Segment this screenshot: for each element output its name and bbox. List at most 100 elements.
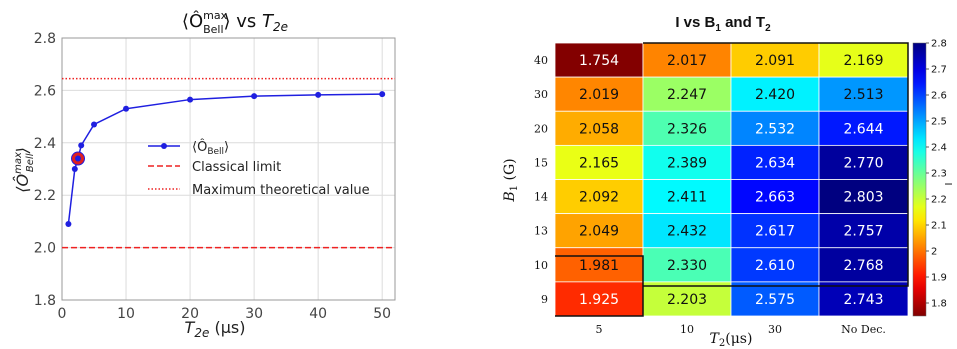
- y-tick-label: 2.4: [34, 136, 56, 152]
- reference-lines: [62, 77, 395, 249]
- heatmap-y-tick-label: 15: [534, 156, 548, 169]
- heatmap-cell-value: 2.247: [667, 87, 707, 103]
- heatmap-y-tick-label: 14: [534, 191, 548, 204]
- colorbar-tick-label: 2.3: [931, 169, 947, 180]
- heatmap-cell-value: 2.389: [667, 155, 707, 171]
- series-point: [75, 155, 82, 162]
- x-tick-label: 0: [58, 306, 67, 322]
- heatmap-cell-value: 1.981: [579, 258, 619, 274]
- heatmap-cell-value: 2.091: [755, 53, 795, 69]
- heatmap-cell-value: 2.058: [579, 121, 619, 137]
- colorbar-ticks: 2.8 2.7 2.6 2.5 2.4 2.3 2.2 2.1 2 1.9 1.8: [926, 39, 947, 310]
- heatmap-cell: [818, 42, 909, 78]
- series-point: [187, 96, 194, 103]
- heatmap-cell: [642, 76, 732, 112]
- line-chart-x-label: T2e (μs): [185, 318, 246, 340]
- colorbar: [912, 42, 927, 317]
- heatmap-cell-value: 2.049: [579, 224, 619, 240]
- line-chart-legend: ⟨ÔBell⟩ Classical limit Maximum theoreti…: [148, 139, 370, 198]
- colorbar-tick-label: 2.7: [931, 65, 947, 76]
- x-tick-label: 50: [373, 306, 391, 322]
- heatmap-cell: [554, 42, 644, 78]
- heatmap-ticks: 40 30 20 15 14 13 10 9 5 10 30 No Dec.: [534, 54, 886, 336]
- legend-series-marker: [161, 143, 167, 149]
- heatmap-cell-value: 2.617: [755, 224, 795, 240]
- line-chart: 0 10 20 30 40 50 1.8 2.0 2.2 2.4 2.6 2.8 ⟨Ômax Bell⟩…: [13, 9, 396, 340]
- series-point: [251, 93, 258, 100]
- colorbar-tick-label: 2: [931, 247, 937, 258]
- heatmap-cell-value: 2.019: [579, 87, 619, 103]
- series-point: [65, 221, 72, 228]
- heatmap-cell: [642, 281, 732, 317]
- y-tick-label: 2.0: [34, 241, 56, 257]
- heatmap-cell-value: 2.575: [755, 292, 795, 308]
- heatmap-cell: [642, 144, 732, 180]
- heatmap-cell-value: 1.925: [579, 292, 619, 308]
- heatmap-cell: [730, 110, 820, 146]
- colorbar-tick-label: 1.8: [931, 299, 947, 310]
- line-chart-title: ⟨Ômax Bell⟩ vs T2e: [182, 9, 288, 36]
- x-tick-label: 30: [245, 306, 263, 322]
- series-point: [315, 91, 322, 98]
- heatmap-cell-value: 2.644: [843, 121, 883, 137]
- heatmap-cell-value: 1.754: [579, 53, 619, 69]
- heatmap-y-tick-label: 10: [534, 259, 548, 272]
- heatmap-cell: [730, 281, 820, 317]
- line-chart-frame: [61, 37, 396, 301]
- colorbar-label: I: [944, 183, 955, 186]
- heatmap-cell: [818, 179, 909, 215]
- line-chart-y-label: ⟨ÔmaxBell⟩: [13, 147, 36, 192]
- series-point: [123, 105, 130, 112]
- x-tick-label: 40: [309, 306, 327, 322]
- heatmap-cells: 1.754 2.017 2.091 2.169 2.019 2.247 2.420 2.513…: [554, 42, 909, 317]
- series-point: [379, 91, 386, 98]
- series-point: [91, 121, 98, 128]
- series-point: [71, 166, 78, 172]
- colorbar-tick-label: 2.8: [931, 39, 947, 50]
- heatmap-group-border-2: [555, 255, 644, 317]
- heatmap-y-tick-label: 20: [534, 122, 548, 135]
- heatmap-cell: [642, 179, 732, 215]
- heatmap-cell-value: 2.017: [667, 53, 707, 69]
- heatmap-cell-value: 2.610: [755, 258, 795, 274]
- heatmap-cell: [730, 213, 820, 249]
- heatmap-cell-value: 2.420: [755, 87, 795, 103]
- heatmap-y-tick-label: 9: [541, 293, 548, 306]
- heatmap-cell-value: 2.092: [579, 190, 619, 206]
- colorbar-tick-label: 2.1: [931, 221, 947, 232]
- heatmap-x-tick-label: 5: [596, 323, 603, 336]
- heatmap-y-tick-label: 40: [534, 54, 548, 67]
- y-tick-label: 2.8: [34, 31, 56, 47]
- colorbar-tick-label: 2.5: [931, 117, 947, 128]
- heatmap-x-tick-label: 30: [768, 323, 782, 336]
- heatmap-cell-value: 2.432: [667, 224, 707, 240]
- y-tick-label: 2.2: [34, 188, 56, 204]
- colorbar-tick-label: 2.6: [931, 91, 947, 102]
- heatmap-cell-value: 2.513: [843, 87, 883, 103]
- legend-max-label: Maximum theoretical value: [192, 183, 370, 198]
- colorbar-tick-label: 2.2: [931, 195, 947, 206]
- heatmap-y-tick-label: 30: [534, 88, 548, 101]
- legend-series-label: ⟨ÔBell⟩: [192, 139, 229, 157]
- heatmap-cell-value: 2.757: [843, 224, 883, 240]
- heatmap-y-tick-label: 13: [534, 225, 548, 238]
- heatmap-cell-value: 2.663: [755, 190, 795, 206]
- heatmap-cell: [642, 110, 732, 146]
- legend-classical-label: Classical limit: [192, 160, 281, 175]
- x-tick-label: 10: [117, 306, 135, 322]
- heatmap-cell-value: 2.770: [843, 155, 883, 171]
- heatmap-cell-value: 2.768: [843, 258, 883, 274]
- y-tick-label: 1.8: [34, 293, 56, 309]
- heatmap-cell-value: 2.634: [755, 155, 795, 171]
- heatmap-cell: [818, 281, 909, 317]
- heatmap-cell-value: 2.532: [755, 121, 795, 137]
- heatmap-title: I vs B1 and T2: [675, 14, 771, 34]
- x-tick-label: 20: [181, 306, 199, 322]
- heatmap-cell-value: 2.411: [667, 190, 707, 206]
- heatmap-cell: [554, 76, 644, 112]
- heatmap-y-label: B1 (G): [502, 158, 520, 202]
- heatmap-x-tick-label: 10: [680, 323, 694, 336]
- heatmap-cell-value: 2.803: [843, 190, 883, 206]
